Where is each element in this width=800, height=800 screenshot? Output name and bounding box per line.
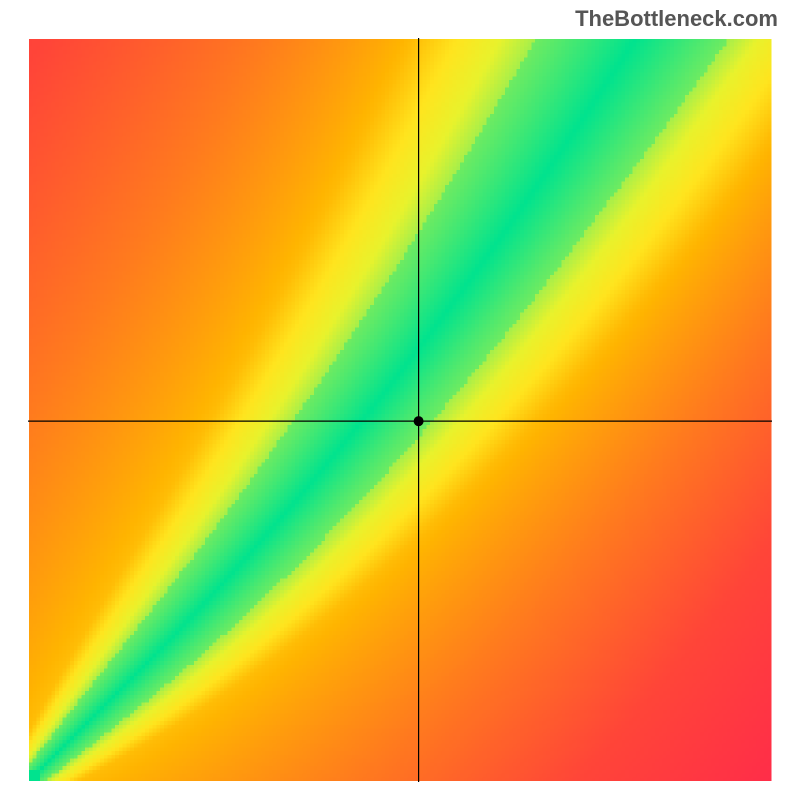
chart-container: TheBottleneck.com xyxy=(0,0,800,800)
watermark-text: TheBottleneck.com xyxy=(575,6,778,32)
bottleneck-heatmap xyxy=(25,35,775,785)
